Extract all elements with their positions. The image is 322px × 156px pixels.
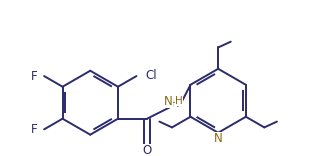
- Text: O: O: [142, 144, 152, 156]
- Text: N: N: [164, 95, 173, 108]
- Text: N: N: [214, 132, 223, 145]
- Text: Cl: Cl: [145, 69, 157, 82]
- Text: H: H: [175, 96, 183, 106]
- Text: H: H: [171, 99, 179, 109]
- Text: F: F: [31, 123, 37, 136]
- Text: F: F: [31, 70, 37, 83]
